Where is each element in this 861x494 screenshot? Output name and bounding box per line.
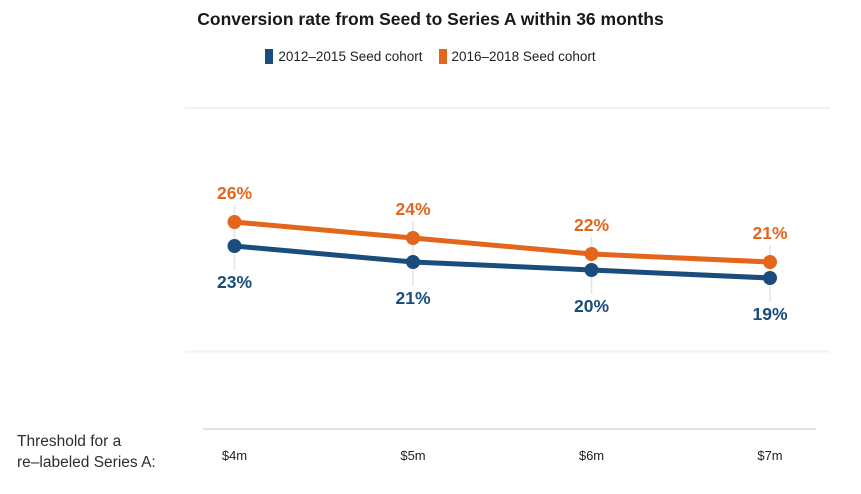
data-point [227, 215, 242, 229]
legend-swatch-orange [438, 49, 447, 64]
x-tick-label: $7m [757, 448, 782, 463]
series-line [232, 243, 773, 281]
x-axis-title-line1: Threshold for a [17, 433, 122, 450]
legend-item-2016-2018-cohort: 2016–2018 Seed cohort [438, 49, 596, 64]
legend-swatch-blue [265, 49, 274, 64]
data-point-label: 19% [752, 304, 787, 324]
data-point [584, 247, 599, 261]
data-point-label: 26% [217, 183, 252, 203]
legend-item-2012-2015-cohort: 2012–2015 Seed cohort [265, 49, 423, 64]
x-tick-label: $4m [222, 448, 247, 463]
x-tick-label: $6m [579, 448, 604, 463]
x-axis-title-line2: re–labeled Series A: [17, 454, 156, 471]
data-point [763, 255, 777, 269]
x-axis-title: Threshold for a re–labeled Series A: [17, 431, 156, 473]
x-tick-label: $5m [400, 448, 425, 463]
data-point [584, 263, 599, 277]
data-point-label: 22% [574, 215, 609, 235]
data-point-label: 21% [752, 223, 787, 243]
data-point [406, 255, 420, 269]
legend-label-2012-2015: 2012–2015 Seed cohort [278, 49, 423, 64]
data-point-label: 21% [395, 288, 430, 308]
data-point [763, 271, 777, 285]
data-point-label: 23% [217, 272, 252, 292]
data-point [406, 231, 420, 245]
chart-title: Conversion rate from Seed to Series A wi… [197, 9, 664, 29]
legend-label-2016-2018: 2016–2018 Seed cohort [451, 49, 596, 64]
data-point-label: 20% [574, 296, 609, 316]
legend: 2012–2015 Seed cohort 2016–2018 Seed coh… [0, 49, 861, 64]
data-point [227, 239, 242, 253]
series-line [232, 219, 773, 265]
data-point-label: 24% [395, 199, 430, 219]
